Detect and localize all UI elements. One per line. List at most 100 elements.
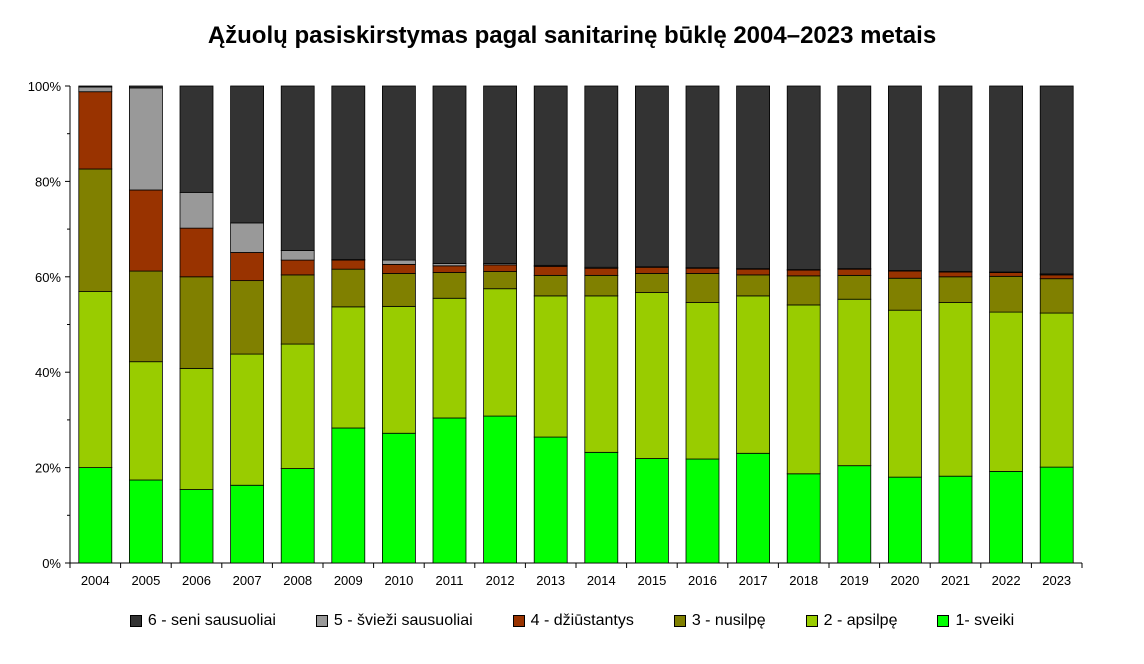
x-tick-label: 2010 (384, 573, 413, 588)
bar-segment (230, 280, 265, 355)
x-tick-label: 2009 (334, 573, 363, 588)
bar-segment (128, 479, 163, 564)
x-tick-label: 2012 (486, 573, 515, 588)
x-tick-label: 2015 (637, 573, 666, 588)
bar-segment (635, 273, 669, 293)
x-tick-label: 2019 (840, 573, 869, 588)
bar-segment (432, 297, 467, 419)
bar-segment (685, 85, 720, 269)
bar-segment (128, 85, 163, 89)
bar-segment (635, 292, 669, 459)
x-tick-label: 2023 (1042, 573, 1071, 588)
bar-segment (128, 361, 163, 481)
bar-segment (938, 475, 973, 564)
bar-segment (483, 264, 518, 272)
bar-segment (736, 452, 770, 564)
x-tick-label: 2013 (536, 573, 565, 588)
legend-item: 5 - švieži sausuoliai (315, 612, 473, 630)
bar-segment (1039, 278, 1074, 314)
bar-segment (736, 274, 770, 297)
y-tick-label: 100% (28, 79, 62, 94)
legend-label: 5 - švieži sausuoliai (333, 612, 473, 629)
bar-segment (685, 302, 720, 460)
x-tick-label: 2016 (688, 573, 717, 588)
bar-segment (230, 222, 265, 253)
bar-segment (533, 295, 568, 438)
bar-segment (78, 85, 113, 88)
bar-segment (483, 415, 518, 564)
bar-segment (533, 85, 568, 266)
bar-segment (989, 272, 1023, 277)
bar-segment (128, 189, 163, 272)
legend-item: 4 - džiūstantys (512, 612, 634, 630)
bar-segment (584, 274, 619, 297)
bar-segment (635, 85, 669, 268)
bar-segment (989, 275, 1023, 313)
bar-segment (230, 252, 265, 282)
bar-segment (837, 298, 872, 467)
bar-segment (179, 367, 214, 490)
x-tick-label: 2005 (131, 573, 160, 588)
bars (78, 85, 1074, 564)
bar-segment (381, 305, 416, 434)
bar-segment (280, 259, 315, 276)
bar-segment (230, 85, 265, 224)
bar-segment (888, 270, 922, 279)
legend-swatch (673, 615, 686, 627)
bar-segment (179, 191, 214, 229)
bar-segment (837, 85, 872, 270)
bar-segment (837, 465, 872, 564)
bar-segment (179, 85, 214, 193)
bar-segment (736, 268, 770, 276)
legend-item: 6 - seni sausuoliai (129, 612, 276, 630)
bar-segment (888, 85, 922, 271)
bar-segment (331, 306, 366, 429)
bar-segment (483, 271, 518, 290)
bar-segment (786, 304, 821, 475)
bar-segment (533, 265, 568, 276)
bar-segment (179, 227, 214, 278)
y-tick-label: 40% (35, 365, 61, 380)
bar-segment (786, 473, 821, 564)
tick-labels: 0% 20% 40% 60% 80% 100% 2004 2005 2006 2007 2008 20… (28, 79, 1071, 588)
legend-label: 4 - džiūstantys (530, 612, 634, 629)
y-tick-label: 80% (35, 174, 61, 189)
bar-segment (685, 273, 720, 303)
bar-segment (989, 471, 1023, 564)
bar-segment (78, 168, 113, 292)
legend-swatch (805, 615, 818, 627)
legend-label: 6 - seni sausuoliai (147, 612, 276, 629)
y-tick-label: 0% (42, 556, 61, 571)
bar-segment (483, 85, 518, 264)
bar-segment (736, 295, 770, 454)
x-tick-label: 2004 (81, 573, 110, 588)
x-tick-label: 2014 (587, 573, 616, 588)
legend-label: 3 - nusilpę (691, 612, 766, 629)
bar-segment (938, 271, 973, 278)
bar-segment (989, 311, 1023, 472)
x-tick-label: 2006 (182, 573, 211, 588)
bar-segment (837, 268, 872, 276)
legend-swatch (315, 615, 328, 627)
legend-item: 2 - apsilpę (805, 612, 897, 630)
x-tick-label: 2008 (283, 573, 312, 588)
bar-segment (128, 270, 163, 363)
bar-segment (179, 276, 214, 369)
bar-segment (78, 86, 113, 93)
bar-segment (888, 476, 922, 564)
x-tick-label: 2011 (436, 573, 464, 588)
bar-segment (584, 85, 619, 268)
bar-segment (1039, 312, 1074, 468)
bar-segment (280, 250, 315, 261)
bar-segment (381, 263, 416, 274)
bar-segment (78, 291, 113, 469)
bar-segment (432, 265, 467, 273)
legend-item: 1- sveiki (937, 612, 1014, 630)
bar-segment (280, 85, 315, 251)
legend-item: 3 - nusilpę (673, 612, 766, 630)
x-tick-label: 2022 (992, 573, 1021, 588)
bar-segment (280, 274, 315, 345)
bar-segment (584, 267, 619, 276)
bar-segment (938, 276, 973, 303)
